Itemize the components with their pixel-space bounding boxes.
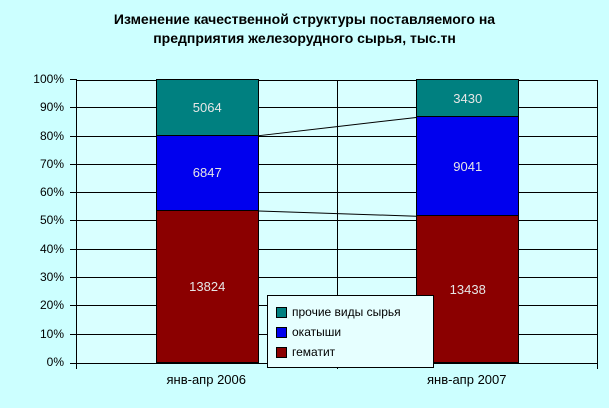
legend-marker-hematite-icon — [276, 346, 287, 358]
legend-item: окатыши — [276, 322, 425, 342]
y-axis-tick-label: 0% — [46, 355, 64, 369]
y-axis-tick — [70, 305, 77, 306]
y-axis-tick-label: 50% — [39, 213, 64, 227]
chart-title: Изменение качественной структуры поставл… — [0, 10, 609, 48]
data-label: 9041 — [453, 158, 483, 174]
y-axis-tick — [70, 334, 77, 335]
data-label: 13824 — [189, 278, 226, 294]
y-axis-tick-label: 10% — [39, 327, 64, 341]
legend[interactable]: прочие виды сырья окатыши гематит — [267, 295, 434, 368]
legend-label-hematite: гематит — [292, 345, 336, 359]
y-axis-tick-label: 40% — [39, 242, 64, 256]
vertical-gridline — [597, 80, 598, 363]
y-axis-tick-label: 80% — [39, 129, 64, 143]
data-label: 3430 — [453, 90, 483, 106]
y-axis-tick — [70, 164, 77, 165]
x-axis-category-label: янв-апр 2006 — [166, 372, 247, 387]
y-axis-tick — [70, 249, 77, 250]
bar-segment-окатыши[interactable]: 6847 — [155, 134, 259, 211]
bar-segment-окатыши[interactable]: 9041 — [416, 116, 520, 217]
legend-label-other: прочие виды сырья — [292, 305, 401, 319]
bar-segment-прочие виды сырья[interactable]: 3430 — [416, 79, 520, 118]
plot-area: 13824 6847 5064 13438 9041 3430 прочие виды с… — [70, 79, 598, 369]
chart-title-line2: предприятия железорудного сырья, тыс.тн — [153, 30, 456, 46]
y-axis-tick — [70, 363, 77, 364]
x-axis-tick — [597, 363, 598, 369]
data-label: 6847 — [192, 165, 222, 181]
x-axis-tick — [76, 363, 77, 369]
y-axis-tick-label: 70% — [39, 157, 64, 171]
vertical-gridline — [337, 80, 338, 363]
y-axis-tick — [70, 136, 77, 137]
y-axis-tick — [70, 107, 77, 108]
chart-title-line1: Изменение качественной структуры поставл… — [113, 11, 496, 27]
bar-segment-гематит[interactable]: 13824 — [155, 209, 259, 363]
legend-marker-pellets-icon — [276, 326, 287, 338]
data-label: 13438 — [449, 281, 486, 297]
legend-marker-other-icon — [276, 306, 287, 318]
y-axis-tick-label: 100% — [33, 72, 64, 86]
y-axis-tick-label: 20% — [39, 298, 64, 312]
legend-item: гематит — [276, 342, 425, 362]
y-axis-tick — [70, 192, 77, 193]
data-label: 5064 — [192, 99, 222, 115]
y-axis-tick-label: 60% — [39, 185, 64, 199]
y-axis-tick — [70, 220, 77, 221]
bar-segment-прочие виды сырья[interactable]: 5064 — [155, 79, 259, 136]
x-axis-category-label: янв-апр 2007 — [427, 372, 507, 387]
y-axis-tick — [70, 277, 77, 278]
legend-item: прочие виды сырья — [276, 302, 425, 322]
y-axis-tick — [70, 79, 77, 80]
y-axis-tick-label: 90% — [39, 100, 64, 114]
legend-label-pellets: окатыши — [292, 325, 342, 339]
y-axis-tick-label: 30% — [39, 270, 64, 284]
